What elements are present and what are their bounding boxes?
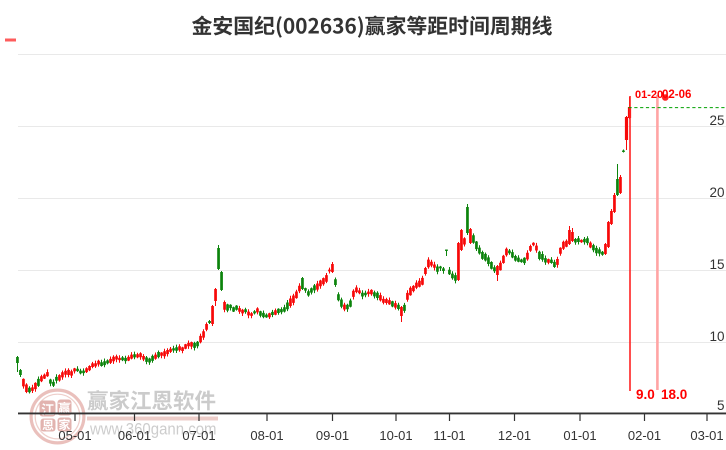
svg-text:10-01: 10-01 <box>379 428 412 443</box>
svg-text:07-01: 07-01 <box>182 428 215 443</box>
svg-text:08-01: 08-01 <box>250 428 283 443</box>
svg-text:11-01: 11-01 <box>433 428 465 443</box>
svg-text:12-01: 12-01 <box>498 428 531 443</box>
svg-text:03-01: 03-01 <box>690 428 723 443</box>
svg-text:05-01: 05-01 <box>58 428 91 443</box>
svg-text:18.0: 18.0 <box>661 387 687 402</box>
svg-text:20: 20 <box>709 185 724 200</box>
svg-text:06-01: 06-01 <box>118 428 151 443</box>
svg-text:02-01: 02-01 <box>628 428 661 443</box>
svg-text:9.0: 9.0 <box>636 387 655 402</box>
svg-text:01-20: 01-20 <box>635 89 663 101</box>
svg-text:www.360gann.com: www.360gann.com <box>89 420 216 439</box>
svg-text:25: 25 <box>709 113 724 128</box>
svg-text:5: 5 <box>717 398 725 413</box>
svg-text:15: 15 <box>709 257 724 272</box>
svg-text:01-01: 01-01 <box>563 428 596 443</box>
svg-text:02-06: 02-06 <box>662 89 691 101</box>
svg-text:09-01: 09-01 <box>316 428 349 443</box>
svg-text:10: 10 <box>709 329 724 344</box>
